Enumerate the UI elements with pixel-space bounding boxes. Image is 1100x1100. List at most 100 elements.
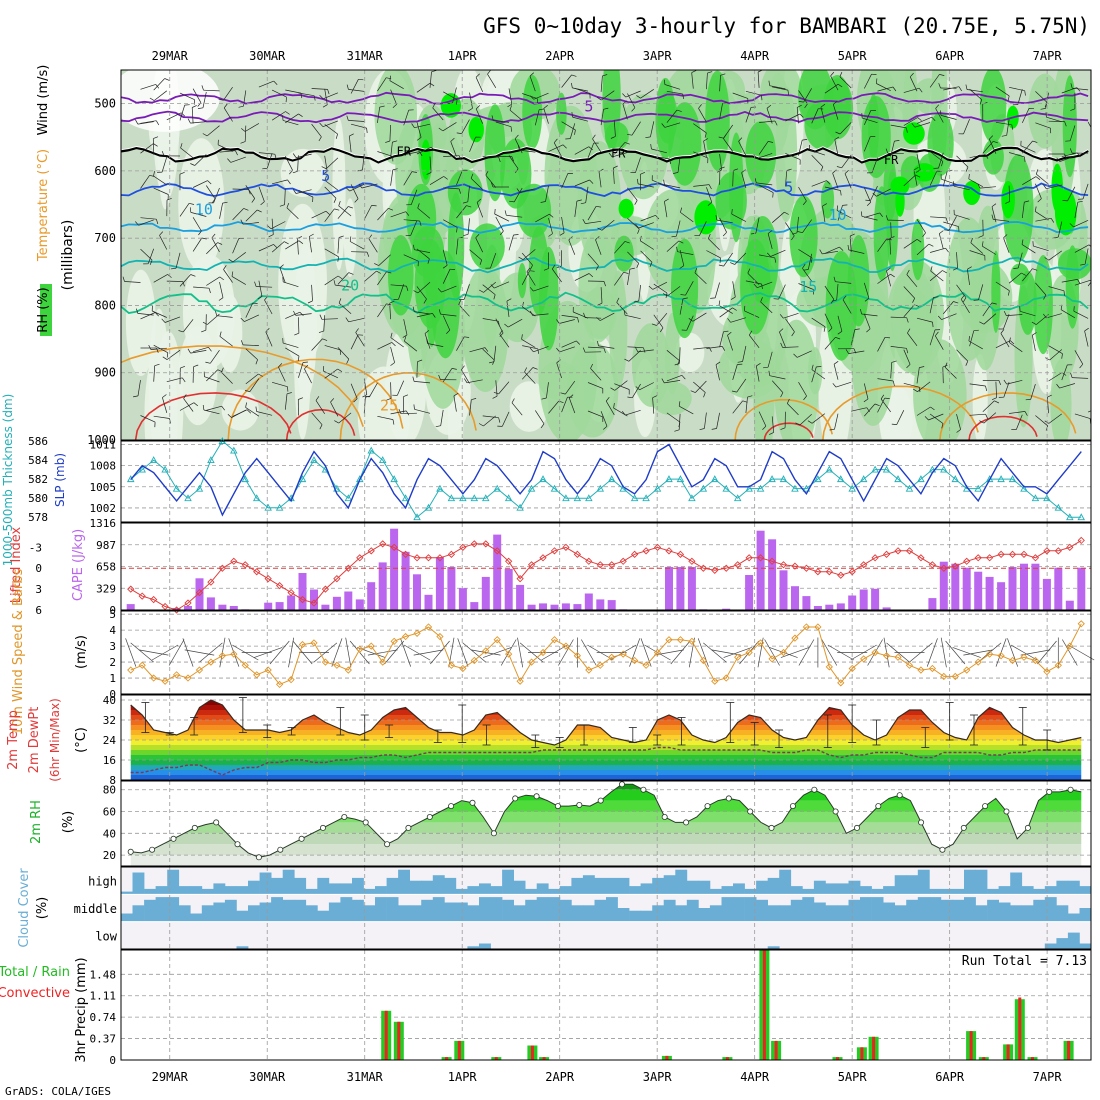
cloud-middle-bar xyxy=(709,905,722,922)
upper-wind-barb xyxy=(377,107,381,124)
upper-wind-barb-flag xyxy=(509,200,515,203)
thickness-point xyxy=(985,475,994,483)
upper-wind-barb xyxy=(324,345,341,351)
upper-wind-barb xyxy=(232,238,240,254)
upper-wind-barb-flag xyxy=(166,352,169,358)
upper-wind-barb-flag xyxy=(339,349,341,355)
upper-wind-barb xyxy=(850,329,856,346)
cloud-high-bar xyxy=(386,877,399,895)
li-point xyxy=(482,540,490,548)
upper-wind-barb-flag xyxy=(324,175,327,181)
thickness-point xyxy=(413,513,421,521)
upper-wind-barb-flag xyxy=(965,84,968,90)
cape-bar xyxy=(1020,563,1028,610)
upper-wind-barb xyxy=(140,415,156,423)
upper-wind-barb xyxy=(403,254,419,262)
upper-wind-barb xyxy=(745,280,762,285)
rh-point xyxy=(341,814,348,821)
upper-wind-barb-flag xyxy=(965,360,969,366)
upper-wind-barb xyxy=(734,252,747,265)
cloud-middle-bar xyxy=(421,899,434,922)
li-point xyxy=(745,554,753,562)
upper-wind-barb-flag xyxy=(588,273,594,278)
upper-wind-barb-flag xyxy=(833,361,839,365)
upper-wind-barb xyxy=(719,103,723,120)
thickness-point xyxy=(745,484,753,492)
rh-point xyxy=(1067,786,1074,793)
upper-wind-barb-flag xyxy=(970,237,973,243)
upper-wind-barb xyxy=(315,400,325,414)
upper-wind-barb-flag xyxy=(803,395,807,401)
upper-wind-barb-flag xyxy=(537,348,540,354)
upper-wind-barb xyxy=(651,148,667,154)
li-point xyxy=(150,595,158,604)
upper-wind-barb-flag xyxy=(556,347,560,353)
upper-wind-barb xyxy=(871,157,878,173)
upper-wind-barb xyxy=(282,120,299,126)
upper-wind-barb xyxy=(614,142,626,155)
upper-wind-barb xyxy=(758,184,774,193)
upper-wind-barb xyxy=(153,187,169,195)
upper-wind-barb-flag xyxy=(189,202,195,205)
upper-wind-barb xyxy=(886,270,892,287)
upper-wind-barb-flag xyxy=(763,366,769,369)
upper-wind-barb xyxy=(1084,248,1089,265)
cloud-middle-bar xyxy=(525,899,538,922)
precip-convective-bar xyxy=(542,1057,546,1060)
cloud-high-bar xyxy=(525,888,538,895)
upper-wind-barb-flag xyxy=(797,104,802,108)
precip-total-label: Total / Rain xyxy=(0,965,70,980)
upper-wind-barb-flag xyxy=(193,402,199,407)
upper-wind-barb xyxy=(718,305,733,314)
upper-wind-barb-flag xyxy=(1062,200,1068,202)
upper-wind-barb xyxy=(469,136,476,153)
temp-frame xyxy=(120,694,1092,781)
upper-wind-barb-flag xyxy=(681,375,686,380)
upper-wind-barb-flag xyxy=(1034,206,1037,212)
upper-wind-barb xyxy=(716,219,733,224)
upper-wind-barb xyxy=(995,340,1011,349)
upper-wind-barb xyxy=(903,117,918,126)
cape-bar xyxy=(859,589,868,610)
upper-wind-barb-flag xyxy=(727,318,731,323)
wind-barb xyxy=(926,638,938,667)
upper-wind-barb-flag xyxy=(621,410,626,416)
wind-barb xyxy=(850,644,877,661)
upper-wind-barb-flag xyxy=(608,152,613,158)
upper-wind-barb-flag xyxy=(413,244,415,250)
li-point xyxy=(676,550,685,558)
upper-wind-barb-flag xyxy=(1064,121,1067,127)
upper-wind-barb xyxy=(461,369,470,384)
upper-wind-barb xyxy=(612,152,628,158)
cloud-high-bar xyxy=(848,880,861,895)
upper-wind-barb xyxy=(822,206,826,222)
upper-wind-barb xyxy=(404,340,418,352)
li-point xyxy=(172,606,181,614)
wind-speed-point xyxy=(470,656,478,665)
upper-wind-barb-flag xyxy=(560,392,566,395)
upper-wind-barb-flag xyxy=(622,93,627,98)
upper-wind-barb-flag xyxy=(190,274,196,277)
thickness-point xyxy=(688,494,696,502)
upper-wind-barb xyxy=(982,400,995,413)
upper-wind-barb-flag xyxy=(774,120,778,126)
upper-wind-barb-flag xyxy=(243,208,249,211)
upper-wind-barb-flag xyxy=(443,176,448,180)
upper-wind-barb-flag xyxy=(1069,223,1074,228)
upper-wind-barb xyxy=(903,349,911,365)
upper-wind-barb-flag xyxy=(674,429,680,432)
cloud-middle-bar xyxy=(536,897,549,922)
upper-wind-barb xyxy=(463,284,470,300)
upper-wind-barb xyxy=(745,90,762,96)
upper-wind-barb xyxy=(456,205,467,219)
rh-axis-label: RH (%) xyxy=(36,287,51,332)
upper-wind-barb-flag xyxy=(661,123,666,128)
upper-wind-barb xyxy=(637,349,654,353)
upper-wind-barb xyxy=(693,151,709,159)
cloud-high-bar xyxy=(271,877,283,895)
rh-wet-patch xyxy=(447,169,483,216)
upper-wind-barb xyxy=(741,172,747,189)
cloud-high-bar xyxy=(571,877,584,895)
thickness-tick-label: 584 xyxy=(28,454,48,467)
